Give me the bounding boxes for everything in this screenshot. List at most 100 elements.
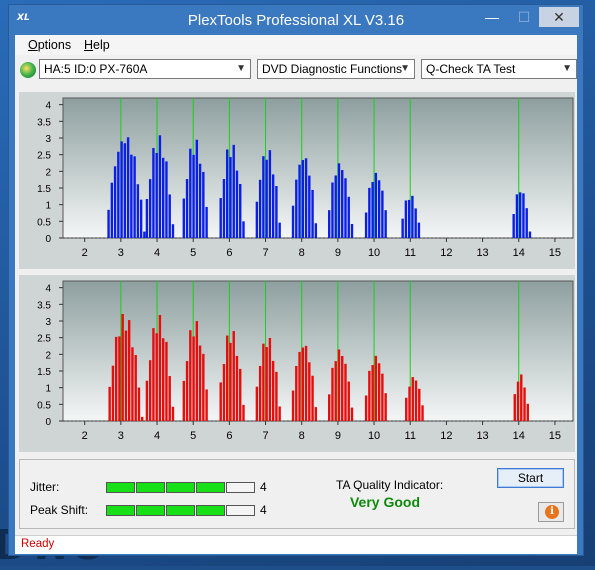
- data-bar: [155, 152, 158, 238]
- data-bar: [526, 403, 529, 421]
- data-bar: [192, 336, 195, 421]
- data-bar: [291, 390, 295, 421]
- data-bar: [258, 179, 262, 238]
- data-bar: [341, 170, 344, 238]
- data-bar: [271, 174, 275, 238]
- x-tick-label: 6: [226, 247, 232, 259]
- meter-segment: [196, 505, 225, 516]
- y-tick-label: 0.5: [37, 217, 51, 228]
- menu-options[interactable]: Options: [28, 38, 72, 52]
- data-bar: [341, 355, 344, 421]
- peak-shift-value: 4: [260, 503, 267, 517]
- close-button[interactable]: ✕: [539, 7, 579, 27]
- data-bar: [414, 208, 417, 238]
- x-tick-label: 15: [549, 247, 561, 259]
- data-bar: [139, 199, 143, 238]
- data-bar: [205, 389, 208, 421]
- data-bar: [265, 159, 268, 238]
- y-tick-label: 2.5: [37, 151, 51, 162]
- data-bar: [161, 338, 165, 421]
- maximize-button[interactable]: ☐: [517, 9, 531, 25]
- data-bar: [222, 364, 226, 421]
- data-bar: [126, 137, 130, 238]
- data-bar: [344, 178, 347, 238]
- data-bar: [368, 370, 371, 421]
- info-button[interactable]: i: [538, 502, 564, 522]
- data-bar: [262, 343, 265, 421]
- data-bar: [121, 314, 124, 421]
- data-bar: [421, 405, 424, 421]
- data-bar: [301, 160, 305, 238]
- x-tick-label: 8: [299, 430, 305, 442]
- app-logo-icon: XL: [17, 13, 30, 23]
- x-tick-label: 4: [154, 430, 160, 442]
- data-bar: [229, 157, 232, 238]
- client-area: Options Help HA:5 ID:0 PX-760A ▼ DVD Dia…: [15, 35, 577, 554]
- data-bar: [107, 209, 110, 238]
- data-bar: [295, 179, 298, 238]
- data-bar: [152, 148, 155, 238]
- peak-shift-label: Peak Shift:: [30, 503, 89, 517]
- data-bar: [377, 363, 381, 421]
- x-tick-label: 9: [335, 247, 341, 259]
- ta-quality-value: Very Good: [349, 494, 421, 510]
- y-tick-label: 3: [45, 317, 51, 328]
- data-bar: [384, 393, 387, 421]
- data-bar: [411, 377, 414, 421]
- y-tick-label: 1: [45, 384, 51, 395]
- data-bar: [377, 180, 381, 238]
- data-bar: [271, 360, 275, 421]
- x-tick-label: 8: [299, 247, 305, 259]
- x-tick-label: 12: [440, 430, 452, 442]
- data-bar: [219, 382, 222, 421]
- data-bar: [205, 206, 208, 238]
- data-bar: [235, 355, 239, 421]
- data-bar: [192, 154, 195, 238]
- data-bar: [198, 163, 202, 238]
- data-bar: [381, 373, 384, 421]
- data-bar: [298, 164, 301, 238]
- meter-segment: [106, 482, 135, 493]
- y-tick-label: 2: [45, 350, 51, 361]
- test-select[interactable]: Q-Check TA Test ▼: [421, 59, 577, 79]
- data-bar: [111, 365, 115, 421]
- data-bar: [516, 381, 520, 421]
- y-tick-label: 4: [45, 284, 51, 295]
- jitter-value: 4: [260, 480, 267, 494]
- x-tick-label: 6: [226, 430, 232, 442]
- start-button[interactable]: Start: [497, 468, 564, 488]
- minimize-button[interactable]: —: [485, 9, 499, 25]
- meter-segment: [106, 505, 135, 516]
- data-bar: [374, 172, 378, 238]
- meter-segment: [226, 505, 255, 516]
- data-bar: [165, 341, 168, 421]
- x-tick-label: 10: [368, 247, 380, 259]
- y-tick-label: 1: [45, 201, 51, 212]
- data-bar: [331, 367, 334, 421]
- y-tick-label: 0: [45, 417, 51, 428]
- data-bar: [268, 150, 272, 238]
- menu-bar: Options Help: [15, 35, 577, 55]
- data-bar: [123, 143, 127, 238]
- title-bar[interactable]: XL PlexTools Professional XL V3.16 — ☐ ✕: [9, 5, 583, 35]
- x-tick-label: 5: [190, 430, 196, 442]
- data-bar: [130, 154, 133, 238]
- data-bar: [235, 170, 239, 238]
- data-bar: [347, 196, 350, 238]
- y-tick-label: 3.5: [37, 300, 51, 311]
- x-tick-label: 9: [335, 430, 341, 442]
- meter-segment: [166, 505, 195, 516]
- data-bar: [368, 187, 371, 238]
- data-bar: [384, 210, 387, 238]
- data-bar: [242, 404, 245, 421]
- test-select-value: Q-Check TA Test: [426, 62, 516, 76]
- data-bar: [141, 416, 144, 421]
- chevron-down-icon: ▼: [236, 63, 246, 74]
- drive-select[interactable]: HA:5 ID:0 PX-760A ▼: [39, 59, 251, 79]
- meter-segment: [166, 482, 195, 493]
- function-select[interactable]: DVD Diagnostic Functions ▼: [257, 59, 415, 79]
- data-bar: [117, 151, 120, 238]
- data-bar: [202, 353, 205, 421]
- menu-help[interactable]: Help: [84, 38, 110, 52]
- data-bar: [347, 381, 350, 421]
